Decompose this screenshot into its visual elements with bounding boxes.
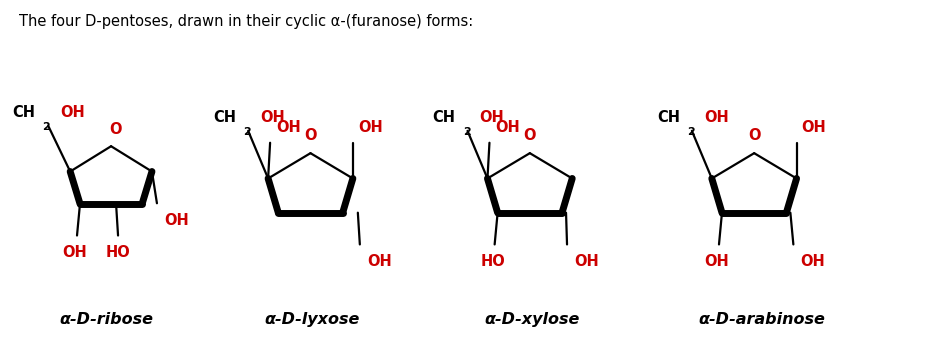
- Text: The four D-pentoses, drawn in their cyclic α-(furanose) forms:: The four D-pentoses, drawn in their cycl…: [19, 14, 474, 29]
- Text: O: O: [109, 122, 122, 137]
- Text: O: O: [748, 128, 760, 143]
- Text: OH: OH: [802, 120, 826, 135]
- Text: OH: OH: [574, 254, 598, 269]
- Text: 2: 2: [243, 127, 251, 137]
- Text: 2: 2: [43, 122, 50, 132]
- Text: CH: CH: [12, 105, 35, 120]
- Text: CH: CH: [213, 110, 237, 125]
- Text: O: O: [523, 128, 536, 143]
- Text: OH: OH: [496, 120, 521, 135]
- Text: OH: OH: [800, 254, 826, 269]
- Text: HO: HO: [481, 254, 505, 269]
- Text: O: O: [304, 128, 316, 143]
- Text: OH: OH: [705, 254, 730, 269]
- Text: α-D-lyxose: α-D-lyxose: [265, 312, 360, 327]
- Text: OH: OH: [60, 105, 85, 120]
- Text: OH: OH: [358, 120, 383, 135]
- Text: OH: OH: [260, 110, 285, 125]
- Text: OH: OH: [367, 254, 391, 269]
- Text: OH: OH: [480, 110, 504, 125]
- Text: OH: OH: [164, 213, 189, 228]
- Text: 2: 2: [687, 127, 694, 137]
- Text: α-D-xylose: α-D-xylose: [484, 312, 580, 327]
- Text: OH: OH: [63, 245, 87, 260]
- Text: α-D-ribose: α-D-ribose: [59, 312, 153, 327]
- Text: CH: CH: [432, 110, 456, 125]
- Text: OH: OH: [704, 110, 729, 125]
- Text: 2: 2: [463, 127, 470, 137]
- Text: α-D-arabinose: α-D-arabinose: [698, 312, 826, 327]
- Text: OH: OH: [276, 120, 301, 135]
- Text: CH: CH: [656, 110, 680, 125]
- Text: HO: HO: [105, 245, 130, 260]
